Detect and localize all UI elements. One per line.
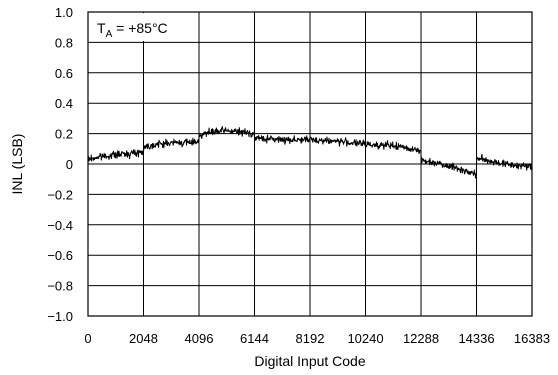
x-axis-ticks: 0 2048 4096 6144 8192 10240 12288 14336 16383 <box>84 331 550 346</box>
x-tick-label: 0 <box>84 331 91 346</box>
y-tick-label: −0.4 <box>47 218 73 233</box>
x-tick-label: 6144 <box>240 331 269 346</box>
y-axis-ticks: 1.0 0.8 0.6 0.4 0.2 0 −0.2 −0.4 −0.6 −0.8 −1.0 <box>47 5 73 324</box>
y-tick-label: 0 <box>66 157 73 172</box>
y-tick-label: 0.2 <box>55 127 73 142</box>
x-tick-label: 12288 <box>403 331 439 346</box>
grid <box>87 11 533 317</box>
x-axis-title: Digital Input Code <box>254 353 366 369</box>
annotation-subscript: A <box>106 29 113 40</box>
temperature-annotation: TA = +85°C <box>97 20 168 40</box>
annotation-background <box>89 13 193 41</box>
x-tick-label: 8192 <box>296 331 325 346</box>
x-tick-label: 4096 <box>185 331 214 346</box>
x-tick-label: 10240 <box>347 331 383 346</box>
plot-frame <box>87 11 533 317</box>
y-axis-title: INL (LSB) <box>9 134 25 195</box>
x-tick-label: 2048 <box>129 331 158 346</box>
series-layer <box>87 126 533 179</box>
annotation-suffix: = +85°C <box>112 20 167 36</box>
y-tick-label: −0.6 <box>47 248 73 263</box>
y-tick-label: −0.2 <box>47 187 73 202</box>
y-tick-label: −0.8 <box>47 279 73 294</box>
y-tick-label: 0.6 <box>55 66 73 81</box>
y-tick-label: 0.8 <box>55 35 73 50</box>
annotation-box: TA = +85°C <box>89 13 193 41</box>
inl-series-line <box>87 126 533 179</box>
y-tick-label: −1.0 <box>47 309 73 324</box>
annotation-prefix: T <box>97 20 106 36</box>
y-tick-label: 0.4 <box>55 96 73 111</box>
y-tick-label: 1.0 <box>55 5 73 20</box>
x-tick-label: 14336 <box>458 331 494 346</box>
x-tick-label: 16383 <box>514 331 550 346</box>
